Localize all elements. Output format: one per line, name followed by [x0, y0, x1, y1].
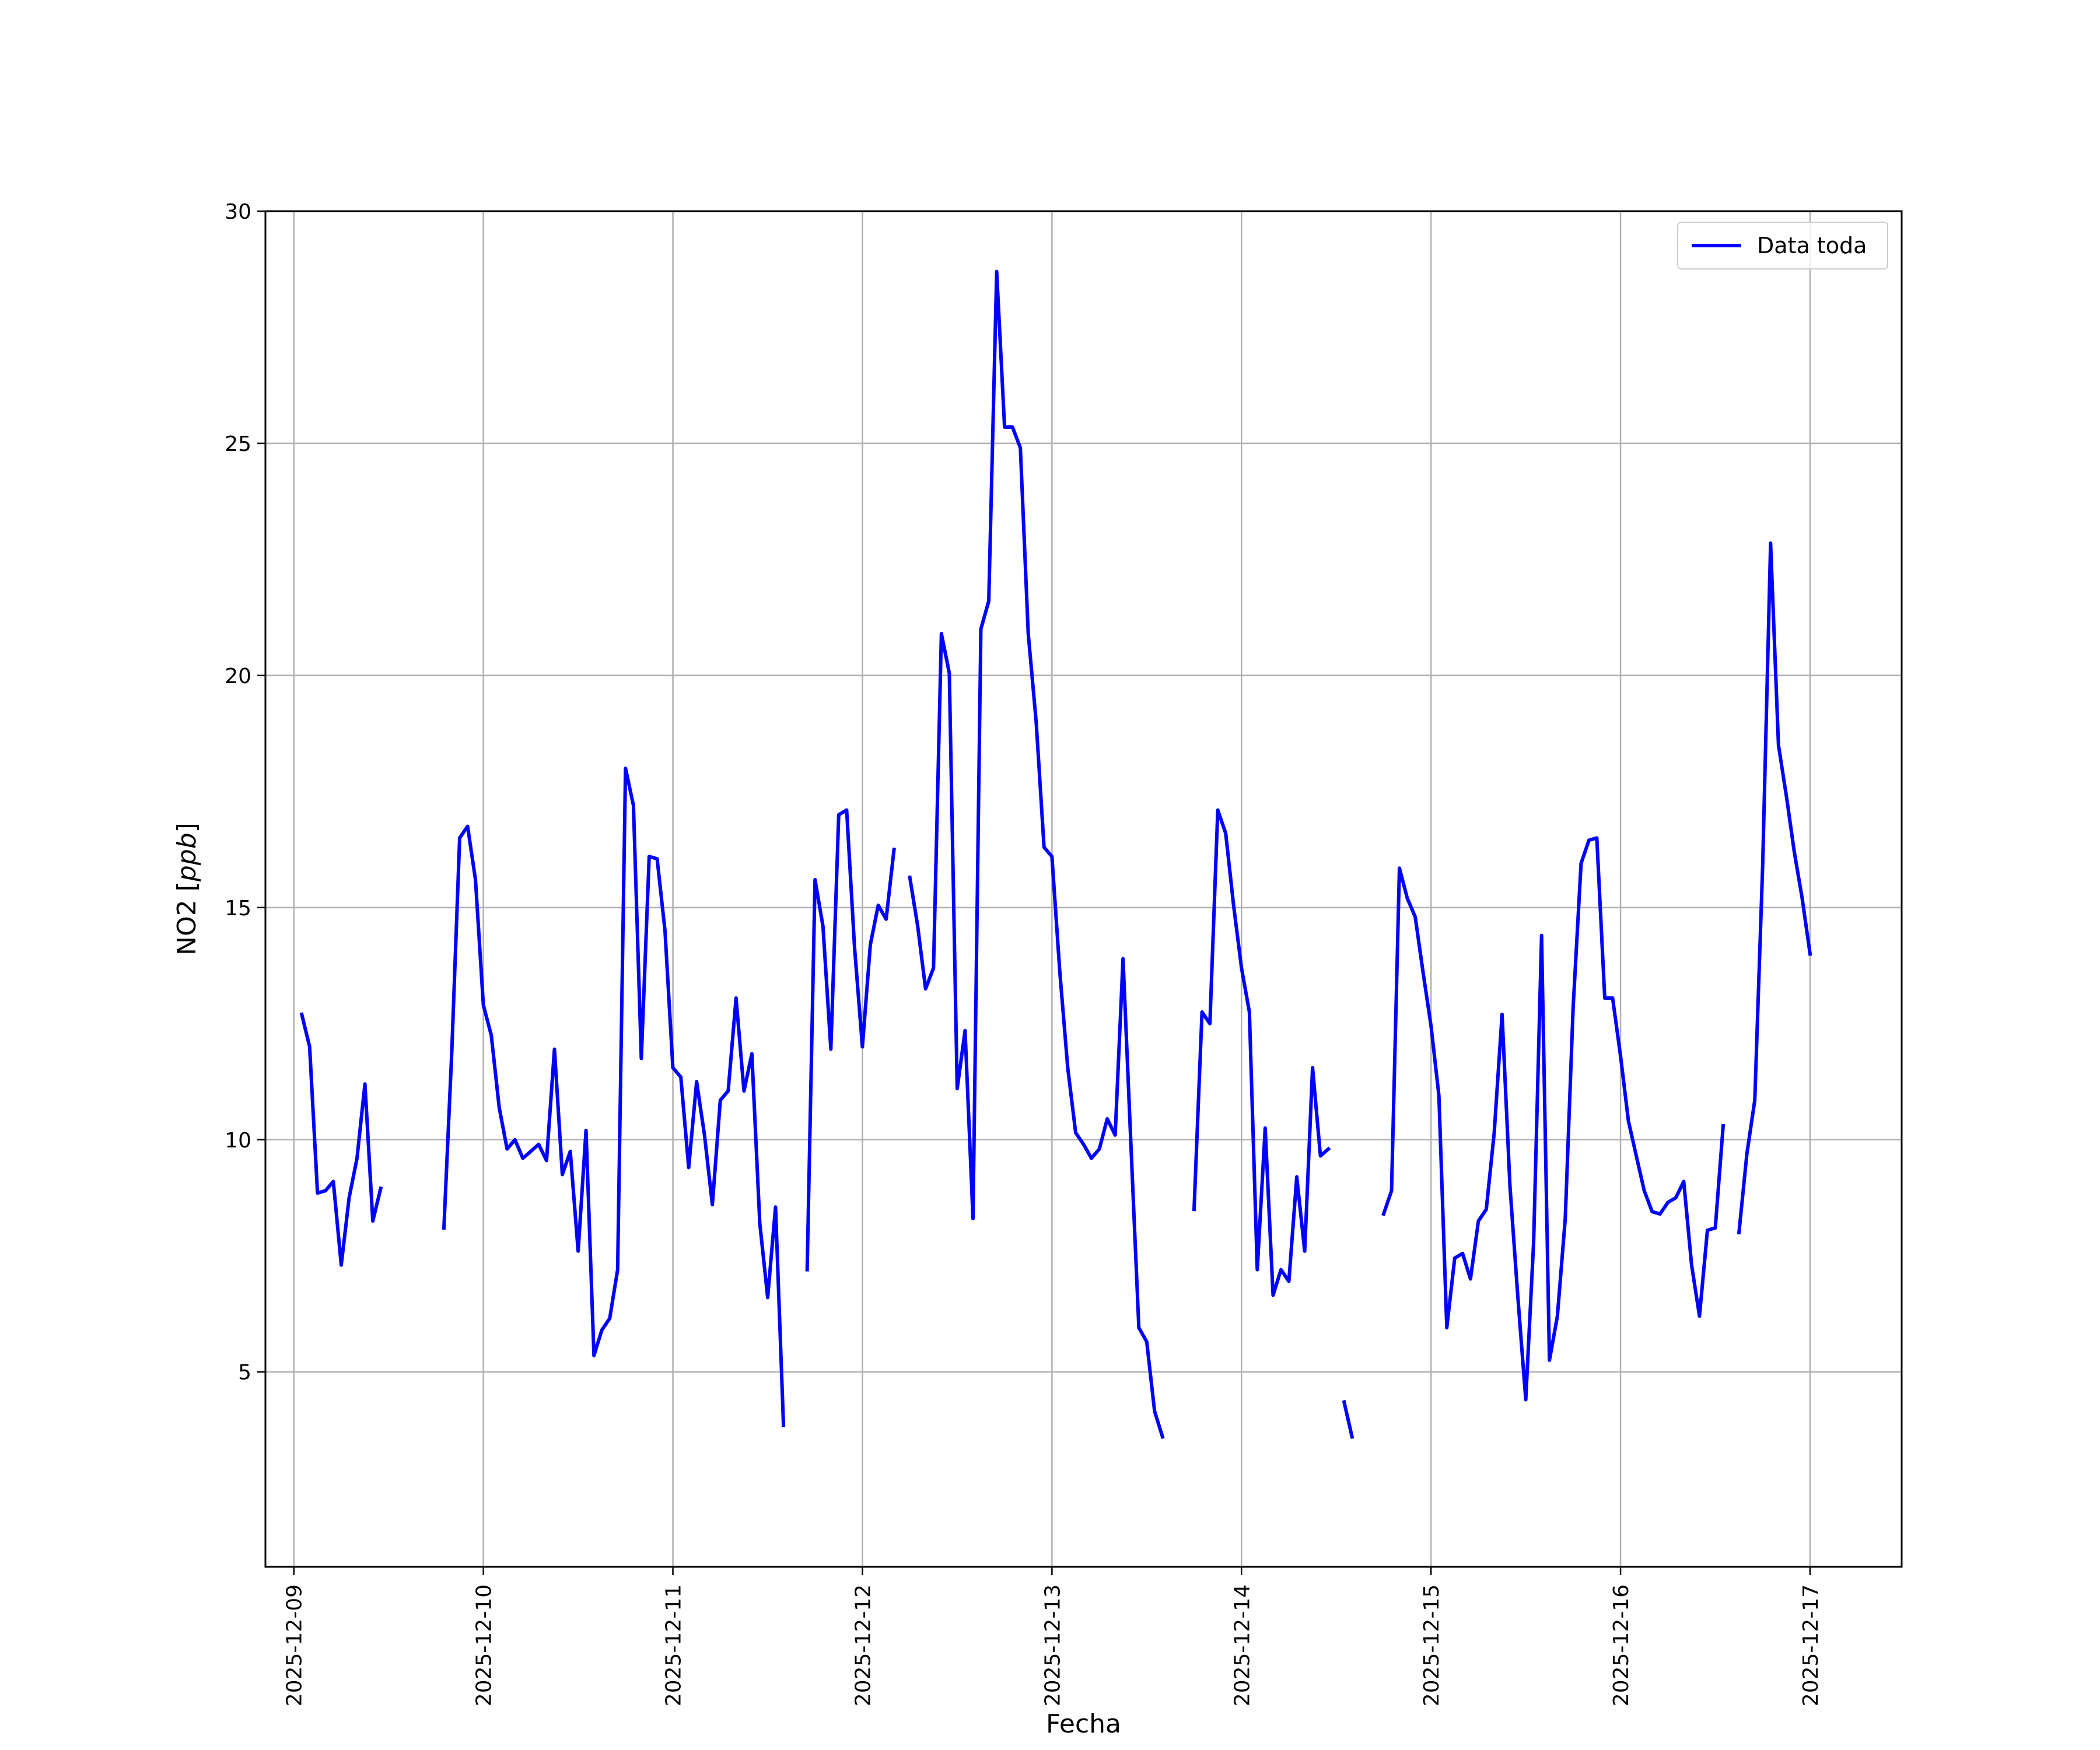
x-tick-label: 2025-12-11: [662, 1584, 686, 1706]
grid: [265, 210, 1902, 1567]
x-tick-label: 2025-12-15: [1420, 1584, 1444, 1706]
x-tick-label: 2025-12-17: [1799, 1584, 1823, 1706]
y-axis-label-suffix: ]: [172, 822, 202, 832]
legend-label: Data toda: [1757, 233, 1867, 258]
series-line-segment: [299, 1012, 383, 1267]
y-axis-label: NO2 [ppb]: [172, 822, 202, 956]
series-layer: [299, 270, 1812, 1439]
y-tick-label: 5: [238, 1361, 251, 1385]
x-axis-label: Fecha: [1046, 1709, 1121, 1739]
series-line-segment: [1192, 808, 1331, 1297]
series-line-segment: [805, 808, 896, 1272]
series-line-segment: [1737, 541, 1812, 1235]
series-line-segment: [1381, 836, 1726, 1402]
y-axis-label-unit: ppb: [172, 832, 202, 882]
plot-frame: [264, 210, 1903, 1568]
x-tick-label: 2025-12-14: [1230, 1584, 1254, 1706]
series-line-segment: [442, 766, 786, 1427]
legend-box: [1677, 222, 1888, 270]
series-line-segment: [1342, 1399, 1354, 1439]
y-tick-label: 30: [225, 200, 251, 224]
x-tick-label: 2025-12-12: [851, 1584, 875, 1706]
y-tick-label: 10: [225, 1129, 251, 1153]
y-tick-label: 25: [225, 432, 251, 456]
y-axis-label-prefix: NO2 [: [172, 881, 202, 956]
x-tick-label: 2025-12-16: [1609, 1584, 1633, 1706]
x-tick-label: 2025-12-13: [1041, 1584, 1065, 1706]
legend: Data toda: [1677, 222, 1888, 270]
y-tick-label: 20: [225, 664, 251, 688]
series-line-segment: [908, 270, 1165, 1439]
x-tick-label: 2025-12-09: [283, 1584, 307, 1706]
y-tick-label: 15: [225, 897, 251, 921]
y-axis-ticks: 5 10 15 20 25 30: [225, 200, 265, 1385]
x-tick-label: 2025-12-10: [473, 1584, 496, 1706]
x-axis-ticks: 2025-12-09 2025-12-10 2025-12-11 2025-12-12…: [283, 1567, 1823, 1706]
